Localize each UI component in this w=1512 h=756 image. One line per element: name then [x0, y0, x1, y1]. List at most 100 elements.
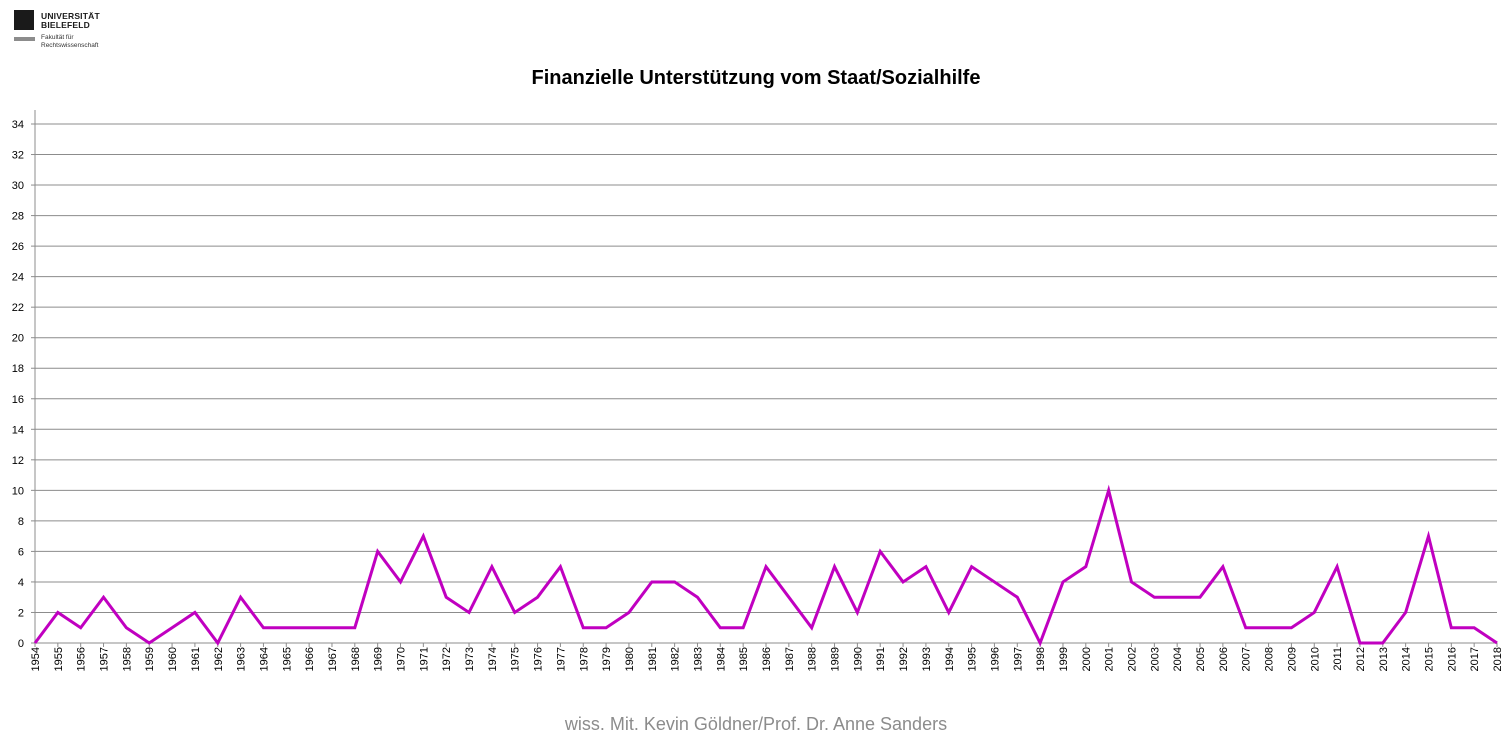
x-tick-label: 2003	[1149, 647, 1161, 671]
x-tick-label: 1999	[1058, 647, 1070, 671]
x-tick-label: 2009	[1286, 647, 1298, 671]
x-tick-label: 1980	[624, 647, 636, 671]
y-tick-label: 24	[12, 272, 24, 284]
x-tick-label: 2014	[1401, 647, 1413, 671]
data-point	[536, 596, 539, 599]
x-tick-label: 1976	[533, 647, 545, 671]
data-point	[1039, 642, 1042, 645]
x-tick-label: 1968	[350, 647, 362, 671]
data-point	[627, 611, 630, 614]
y-tick-label: 30	[12, 180, 24, 192]
y-tick-label: 32	[12, 150, 24, 162]
x-tick-label: 1974	[487, 647, 499, 671]
x-tick-label: 1975	[510, 647, 522, 671]
data-point	[742, 626, 745, 629]
data-point	[1107, 489, 1110, 492]
data-point	[490, 565, 493, 568]
data-point	[1221, 565, 1224, 568]
data-point	[1290, 626, 1293, 629]
x-tick-label: 2002	[1127, 647, 1139, 671]
data-point	[970, 565, 973, 568]
x-tick-label: 1981	[647, 647, 659, 671]
x-tick-label: 1977	[555, 647, 567, 671]
logo-faculty-line1: Fakultät für	[41, 34, 74, 41]
y-tick-label: 18	[12, 363, 24, 375]
x-tick-label: 1963	[236, 647, 248, 671]
x-tick-label: 1994	[944, 647, 956, 671]
x-tick-label: 2008	[1264, 647, 1276, 671]
logo-square-icon	[14, 10, 34, 30]
data-point	[1404, 611, 1407, 614]
x-tick-label: 1986	[761, 647, 773, 671]
logo-name: UNIVERSITÄT BIELEFELD	[41, 12, 100, 30]
y-tick-label: 0	[18, 638, 24, 650]
x-tick-label: 2011	[1332, 647, 1344, 671]
x-tick-label: 1955	[53, 647, 65, 671]
x-tick-label: 1991	[875, 647, 887, 671]
x-tick-label: 1997	[1012, 647, 1024, 671]
x-tick-label: 1983	[692, 647, 704, 671]
x-tick-label: 2010	[1309, 647, 1321, 671]
data-point	[650, 580, 653, 583]
x-tick-label: 1987	[784, 647, 796, 671]
data-point	[765, 565, 768, 568]
data-point	[148, 642, 151, 645]
data-point	[1016, 596, 1019, 599]
x-tick-label: 2004	[1172, 647, 1184, 671]
data-point	[171, 626, 174, 629]
footer-credit: wiss. Mit. Kevin Göldner/Prof. Dr. Anne …	[564, 714, 948, 734]
data-point	[445, 596, 448, 599]
data-point	[902, 580, 905, 583]
logo-name-line2: BIELEFELD	[41, 20, 91, 30]
data-point	[193, 611, 196, 614]
logo-bar-icon	[14, 37, 35, 41]
x-tick-label: 1957	[99, 647, 111, 671]
x-tick-label: 1998	[1035, 647, 1047, 671]
data-point	[79, 626, 82, 629]
x-tick-label: 1978	[578, 647, 590, 671]
data-point	[879, 550, 882, 553]
x-tick-label: 1964	[258, 647, 270, 671]
x-tick-label: 1992	[898, 647, 910, 671]
y-tick-label: 22	[12, 302, 24, 314]
university-logo: UNIVERSITÄT BIELEFELD Fakultät für Recht…	[14, 10, 134, 52]
x-tick-label: 1988	[807, 647, 819, 671]
data-point	[376, 550, 379, 553]
x-tick-label: 2013	[1378, 647, 1390, 671]
x-tick-label: 1956	[76, 647, 88, 671]
y-tick-label: 20	[12, 333, 24, 345]
data-point	[56, 611, 59, 614]
data-point	[330, 626, 333, 629]
data-point	[833, 565, 836, 568]
data-point	[216, 642, 219, 645]
y-tick-label: 16	[12, 394, 24, 406]
data-point	[1358, 642, 1361, 645]
data-point	[1313, 611, 1316, 614]
data-point	[1496, 642, 1499, 645]
x-tick-label: 1993	[921, 647, 933, 671]
y-tick-label: 26	[12, 241, 24, 253]
x-tick-label: 1962	[213, 647, 225, 671]
y-tick-label: 8	[18, 516, 24, 528]
y-tick-label: 14	[12, 424, 24, 436]
x-tick-label: 1969	[373, 647, 385, 671]
data-point	[856, 611, 859, 614]
x-tick-label: 1971	[418, 647, 430, 671]
data-point	[34, 642, 37, 645]
data-point	[468, 611, 471, 614]
data-point	[308, 626, 311, 629]
data-point	[353, 626, 356, 629]
data-point	[1473, 626, 1476, 629]
logo-faculty-line2: Rechtswissenschaft	[41, 41, 99, 49]
data-point	[1061, 580, 1064, 583]
data-point	[239, 596, 242, 599]
x-tick-label: 2006	[1218, 647, 1230, 671]
data-point	[582, 626, 585, 629]
y-tick-label: 12	[12, 455, 24, 467]
x-tick-label: 2005	[1195, 647, 1207, 671]
x-tick-label: 1970	[396, 647, 408, 671]
x-tick-label: 1982	[670, 647, 682, 671]
x-tick-label: 2018	[1492, 647, 1504, 671]
x-tick-label: 1965	[281, 647, 293, 671]
data-point	[1450, 626, 1453, 629]
